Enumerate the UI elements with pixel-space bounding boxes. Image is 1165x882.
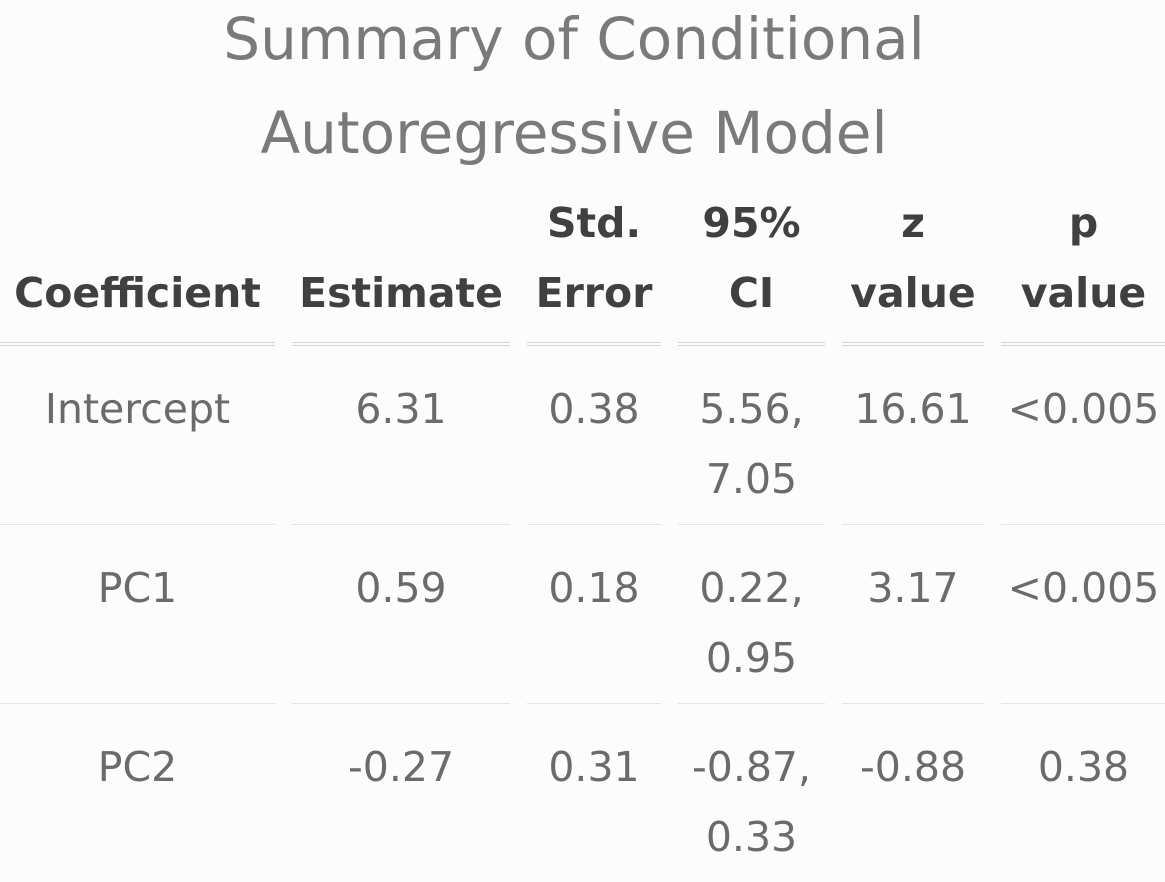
table-body: Intercept 6.31 0.38 5.56, 7.05 16.61 <0.… — [0, 346, 1165, 882]
title-line-1: Summary of Conditional — [223, 5, 925, 73]
header-row: Coefficient Estimate Std. Error 95% CI z… — [0, 188, 1165, 346]
title-line-2: Autoregressive Model — [260, 99, 888, 167]
ci-low: 0.22, — [699, 564, 804, 612]
page-title: Summary of Conditional Autoregressive Mo… — [0, 0, 1148, 180]
cell-coefficient: Intercept — [0, 346, 275, 525]
header-std-error: Std. Error — [527, 188, 661, 346]
ci-low: 5.56, — [699, 385, 804, 433]
cell-std-error: 0.38 — [527, 346, 661, 525]
ci-high: 0.33 — [705, 813, 798, 861]
ci-high: 0.95 — [705, 634, 798, 682]
coefficient-table: Coefficient Estimate Std. Error 95% CI z… — [0, 188, 1165, 882]
table-header: Coefficient Estimate Std. Error 95% CI z… — [0, 188, 1165, 346]
cell-p-value: <0.005 — [1001, 525, 1165, 704]
table-row: Intercept 6.31 0.38 5.56, 7.05 16.61 <0.… — [0, 346, 1165, 525]
cell-z-value: 3.17 — [842, 525, 984, 704]
cell-coefficient: PC2 — [97, 743, 178, 791]
ci-low: -0.87, — [691, 743, 812, 791]
cell-estimate: -0.27 — [347, 743, 455, 791]
header-ci: 95% CI — [678, 188, 825, 346]
header-estimate: Estimate — [292, 188, 510, 346]
cell-z-value: 16.61 — [842, 346, 984, 525]
cell-p-value: <0.005 — [1001, 346, 1165, 525]
cell-ci: -0.87, 0.33 — [678, 704, 825, 882]
cell-std-error: 0.18 — [527, 525, 661, 704]
cell-p-value: 0.38 — [1037, 743, 1130, 791]
cell-z-value: -0.88 — [859, 743, 967, 791]
cell-estimate: 6.31 — [292, 346, 510, 525]
cell-coefficient: PC1 — [0, 525, 275, 704]
cell-ci: 5.56, 7.05 — [678, 346, 825, 525]
header-z-value: z value — [842, 188, 984, 346]
cell-std-error: 0.31 — [548, 743, 640, 791]
header-coefficient: Coefficient — [0, 188, 275, 346]
table-row: PC1 0.59 0.18 0.22, 0.95 3.17 <0.005 — [0, 525, 1165, 704]
table-row: PC2 -0.27 0.31 -0.87, 0.33 -0.88 0.38 — [0, 704, 1165, 882]
cell-estimate: 0.59 — [292, 525, 510, 704]
ci-high: 7.05 — [705, 455, 798, 503]
cell-ci: 0.22, 0.95 — [678, 525, 825, 704]
header-p-value: p value — [1001, 188, 1165, 346]
